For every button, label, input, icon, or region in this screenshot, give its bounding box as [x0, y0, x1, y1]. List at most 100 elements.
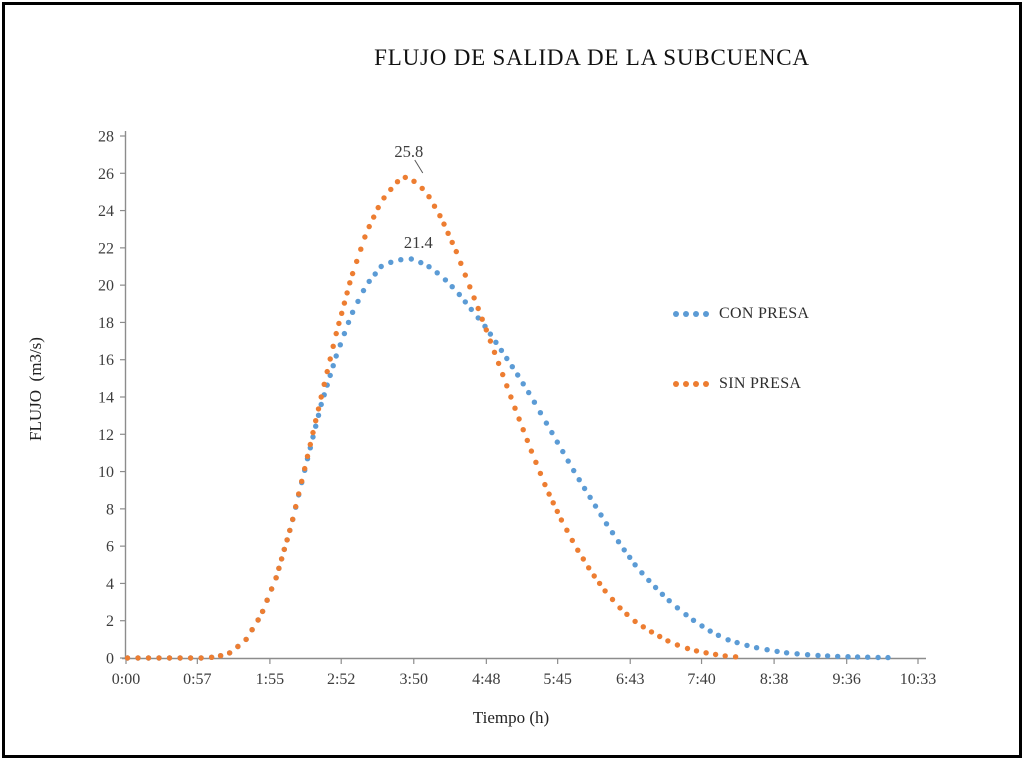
- data-point-dot: [264, 597, 270, 603]
- chart-title: FLUJO DE SALIDA DE LA SUBCUENCA: [374, 45, 810, 70]
- x-axis-title: Tiempo (h): [472, 708, 550, 727]
- legend-dot: [673, 381, 679, 387]
- data-point-dot: [639, 570, 645, 576]
- data-point-dot: [509, 364, 515, 370]
- data-point-dot: [408, 256, 414, 262]
- data-point-dot: [725, 637, 731, 643]
- data-point-dot: [336, 320, 342, 327]
- x-tick-label: 3:50: [400, 671, 428, 688]
- data-point-dot: [722, 653, 728, 659]
- data-point-dot: [287, 527, 293, 534]
- legend-label-con-presa: CON PRESA: [719, 305, 810, 322]
- data-point-dot: [520, 427, 526, 433]
- data-point-dot: [794, 651, 800, 657]
- x-tick-label: 4:48: [472, 671, 500, 688]
- data-point-dot: [462, 299, 468, 305]
- data-point-dot: [360, 287, 367, 294]
- data-point-dot: [315, 406, 322, 412]
- data-point-dot: [543, 420, 550, 426]
- data-point-dot: [315, 412, 322, 418]
- x-tick-label: 6:43: [616, 671, 644, 688]
- data-point-dot: [581, 485, 588, 492]
- data-point-dot: [591, 573, 597, 579]
- y-tick-label: 28: [98, 129, 114, 146]
- data-point-dot: [378, 263, 384, 270]
- data-point-dot: [135, 655, 141, 661]
- data-point-dot: [533, 459, 539, 465]
- data-point-dot: [235, 643, 241, 650]
- data-point-dot: [458, 260, 464, 266]
- data-point-dot: [307, 441, 313, 448]
- data-point-dot: [398, 257, 404, 263]
- data-point-dot: [815, 652, 821, 659]
- data-point-dot: [341, 330, 348, 337]
- data-point-dot: [615, 539, 622, 545]
- x-tick-label: 9:36: [832, 671, 860, 688]
- y-tick-label: 8: [106, 501, 114, 518]
- data-point-dot: [528, 448, 535, 454]
- data-point-dot: [487, 331, 494, 337]
- data-point-dot: [345, 319, 352, 326]
- data-point-dot: [558, 517, 565, 523]
- data-point-dot: [304, 453, 311, 459]
- data-point-dot: [550, 500, 556, 506]
- data-point-dot: [699, 623, 705, 629]
- data-point-dot: [512, 405, 518, 411]
- data-point-dot: [388, 259, 394, 265]
- data-point-dot: [712, 651, 719, 658]
- data-point-dot: [313, 423, 319, 429]
- data-point-dot: [690, 617, 697, 623]
- data-point-dot: [278, 556, 285, 562]
- data-point-dot: [124, 655, 131, 661]
- x-tick-label: 8:38: [760, 671, 788, 688]
- peak-annotation-con-presa: 21.4: [403, 233, 433, 253]
- legend-entry-sin-presa: SIN PRESA: [673, 371, 809, 397]
- data-point-dot: [703, 650, 709, 656]
- data-point-dot: [774, 648, 780, 655]
- y-tick-label: 2: [106, 613, 114, 630]
- data-point-dot: [402, 174, 408, 181]
- data-point-dot: [524, 437, 530, 444]
- data-point-dot: [198, 655, 204, 661]
- data-point-dot: [217, 653, 224, 659]
- data-point-dot: [624, 611, 630, 617]
- legend: CON PRESA SIN PRESA: [673, 301, 809, 397]
- data-point-dot: [324, 368, 330, 375]
- data-point-dot: [299, 478, 305, 484]
- data-point-dot: [371, 214, 377, 220]
- data-point-dot: [339, 310, 345, 316]
- data-point-dot: [546, 491, 552, 497]
- data-point-dot: [268, 586, 275, 592]
- peak-annotation-sin-presa: 25.8: [394, 142, 424, 161]
- data-point-dot: [648, 629, 655, 635]
- data-point-dot: [462, 272, 468, 278]
- data-point-dot: [321, 381, 327, 387]
- data-point-dot: [564, 527, 570, 533]
- data-point-dot: [885, 654, 891, 661]
- data-point-dot: [177, 655, 183, 661]
- data-point-dot: [586, 565, 592, 571]
- data-point-dot: [674, 642, 681, 648]
- data-point-dot: [296, 491, 302, 497]
- data-point-dot: [693, 648, 700, 654]
- data-point-dot: [598, 512, 604, 518]
- data-point-dot: [854, 654, 861, 660]
- data-point-dot: [284, 537, 290, 543]
- y-tick-label: 24: [98, 203, 114, 220]
- data-point-dot: [445, 230, 451, 236]
- data-point-dot: [498, 347, 505, 354]
- data-point-dot: [333, 330, 339, 337]
- y-tick-label: 22: [98, 240, 114, 257]
- data-point-dot: [372, 271, 378, 277]
- x-tick-label: 5:45: [543, 671, 571, 688]
- data-point-dot: [166, 655, 173, 661]
- data-point-dot: [327, 356, 333, 362]
- data-point-dot: [617, 605, 623, 611]
- data-point-dot: [302, 465, 308, 472]
- data-point-dot: [255, 617, 261, 623]
- data-point-dot: [609, 596, 616, 603]
- data-point-dot: [520, 381, 526, 387]
- data-point-dot: [500, 371, 506, 378]
- data-point-dot: [366, 223, 372, 230]
